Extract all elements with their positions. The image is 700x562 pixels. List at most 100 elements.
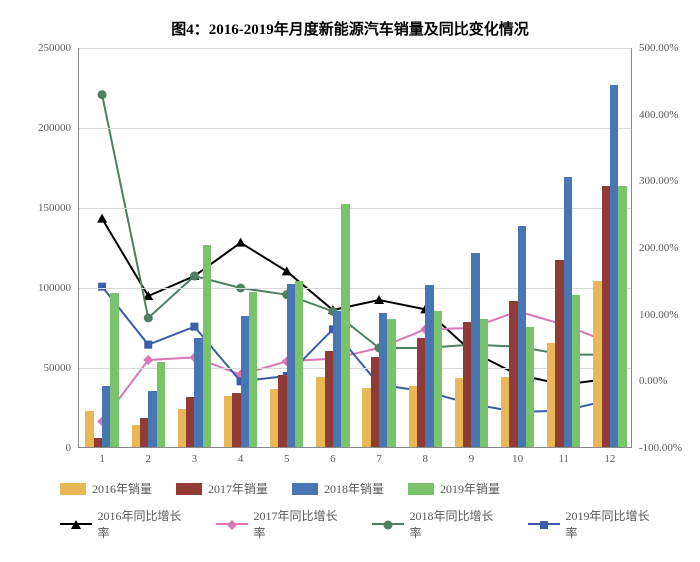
legend-item: 2016年销量	[60, 480, 152, 497]
bar	[203, 245, 211, 447]
line-series	[102, 95, 610, 355]
plot-area: 050000100000150000200000250000-100.00%0.…	[78, 48, 632, 448]
line-marker	[282, 266, 292, 275]
bar	[417, 338, 425, 447]
x-tick-label: 12	[604, 453, 615, 465]
bar	[434, 311, 442, 447]
y-left-tick-label: 200000	[38, 122, 71, 134]
bar	[425, 285, 433, 447]
line-marker	[374, 295, 384, 304]
bar	[610, 85, 618, 447]
line-marker	[98, 283, 106, 291]
bar	[547, 343, 555, 447]
bar	[341, 204, 349, 447]
bar	[148, 391, 156, 447]
gridline	[79, 208, 631, 209]
chart-title: 图4：2016-2019年月度新能源汽车销量及同比变化情况	[0, 18, 700, 39]
y-right-tick-label: 0.00%	[639, 375, 667, 387]
x-tick-label: 9	[469, 453, 475, 465]
y-left-tick-label: 0	[66, 442, 72, 454]
legend-item: 2019年销量	[408, 480, 500, 497]
line-marker	[143, 355, 153, 365]
bar	[593, 281, 601, 447]
line-marker	[144, 314, 153, 323]
bar	[249, 292, 257, 447]
x-tick-label: 11	[558, 453, 569, 465]
legend-label: 2016年同比增长率	[98, 507, 193, 541]
y-right-tick-label: 500.00%	[639, 42, 678, 54]
x-tick-label: 8	[423, 453, 429, 465]
line-marker	[189, 271, 199, 280]
bar	[325, 351, 333, 447]
bar	[140, 418, 148, 447]
legend-label: 2018年同比增长率	[410, 507, 505, 541]
y-right-tick-label: -100.00%	[639, 442, 682, 454]
bar	[480, 319, 488, 447]
bar	[387, 319, 395, 447]
legend-item: 2017年销量	[176, 480, 268, 497]
line-marker	[97, 214, 107, 223]
y-right-tick-label: 100.00%	[639, 309, 678, 321]
bar	[287, 284, 295, 447]
bar	[555, 260, 563, 447]
bar	[110, 293, 118, 447]
bar	[85, 411, 93, 447]
line-marker	[143, 291, 153, 300]
line-marker	[190, 323, 198, 331]
y-left-tick-label: 150000	[38, 202, 71, 214]
y-right-tick-label: 200.00%	[639, 242, 678, 254]
legend-swatch	[408, 483, 434, 495]
bar	[241, 316, 249, 447]
legend-item: 2017年同比增长率	[216, 507, 348, 541]
bar	[526, 327, 534, 447]
bar	[178, 409, 186, 447]
legend-label: 2017年销量	[208, 480, 268, 497]
bar	[371, 357, 379, 447]
gridline	[79, 48, 631, 49]
x-tick-label: 7	[376, 453, 382, 465]
x-tick-label: 4	[238, 453, 244, 465]
bar	[194, 338, 202, 447]
bar	[509, 301, 517, 447]
x-tick-label: 6	[330, 453, 336, 465]
legend-line-icon	[528, 517, 560, 531]
bar	[157, 362, 165, 447]
legend-label: 2019年同比增长率	[566, 507, 661, 541]
bar	[186, 397, 194, 447]
bar	[572, 295, 580, 447]
x-tick-label: 5	[284, 453, 290, 465]
y-left-tick-label: 100000	[38, 282, 71, 294]
bar	[362, 388, 370, 447]
legend-line-icon	[60, 517, 92, 531]
legend-item: 2018年同比增长率	[372, 507, 504, 541]
x-tick-label: 3	[192, 453, 198, 465]
bar	[379, 313, 387, 447]
bar	[618, 186, 626, 447]
bar	[224, 396, 232, 447]
bar	[295, 281, 303, 447]
y-left-tick-label: 250000	[38, 42, 71, 54]
legend-label: 2018年销量	[324, 480, 384, 497]
bar	[455, 378, 463, 447]
legend-item: 2016年同比增长率	[60, 507, 192, 541]
bar	[94, 438, 102, 447]
bar	[409, 386, 417, 447]
x-tick-label: 1	[99, 453, 105, 465]
bar	[232, 393, 240, 447]
legend-swatch	[60, 483, 86, 495]
legend-line-icon	[372, 517, 404, 531]
bar	[316, 377, 324, 447]
legend-swatch	[292, 483, 318, 495]
legend-item: 2019年同比增长率	[528, 507, 660, 541]
line-marker	[190, 272, 199, 281]
bar	[564, 177, 572, 447]
line-marker	[98, 90, 107, 99]
bar	[270, 389, 278, 447]
bar	[102, 386, 110, 447]
bar	[463, 322, 471, 447]
bar	[278, 375, 286, 447]
legend-label: 2017年同比增长率	[254, 507, 349, 541]
x-tick-label: 2	[146, 453, 152, 465]
y-left-tick-label: 50000	[44, 362, 72, 374]
bar	[333, 311, 341, 447]
